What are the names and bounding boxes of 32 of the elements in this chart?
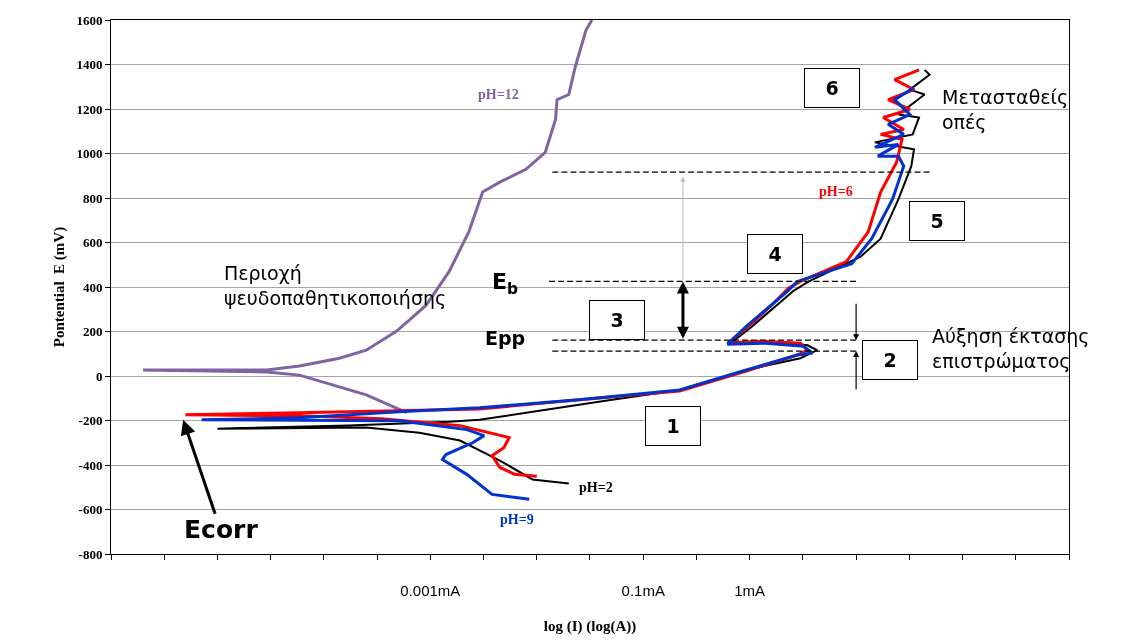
y-tick-label: 200 <box>82 324 103 340</box>
y-tick-label: 1600 <box>76 12 103 28</box>
x-axis-title: log (I) (log(A)) <box>543 618 637 635</box>
y-tick-label: 0 <box>95 368 103 384</box>
annotation: Μετασταθείς οπές <box>942 86 1069 133</box>
series-label: pH=2 <box>579 480 613 495</box>
y-tick-label: 600 <box>82 235 103 251</box>
x-tick-label: 1mA <box>734 582 766 599</box>
y-tick-label: 1000 <box>76 146 103 162</box>
annotation: 3 <box>610 309 624 331</box>
series-label: pH=6 <box>819 184 853 199</box>
y-axis-title: Pontential E (mV) <box>50 226 68 348</box>
x-tick-label: 0.1mA <box>621 582 665 599</box>
x-tick-label: 0.001mA <box>400 582 461 599</box>
annotation: 4 <box>768 243 782 265</box>
text: pH=12 <box>478 87 519 102</box>
y-tick-label: 800 <box>82 190 103 206</box>
annotation: E$_{b}$ <box>492 269 519 298</box>
annotation: Ecorr <box>184 515 259 544</box>
annotation: 1 <box>666 415 680 437</box>
y-tick-label: 400 <box>82 279 103 295</box>
annotation: Epp <box>485 327 526 349</box>
y-tick-label: 1200 <box>76 101 103 117</box>
y-tick-label: -800 <box>78 546 103 562</box>
y-tick-label: -400 <box>78 457 103 473</box>
annotation: 6 <box>825 77 839 99</box>
y-tick-label: 1400 <box>76 57 103 73</box>
annotation: 5 <box>930 210 944 232</box>
y-tick-label: -600 <box>78 502 103 518</box>
annotation: 2 <box>883 349 897 371</box>
y-tick-label: -200 <box>78 413 103 429</box>
series-label: pH=9 <box>500 512 534 527</box>
